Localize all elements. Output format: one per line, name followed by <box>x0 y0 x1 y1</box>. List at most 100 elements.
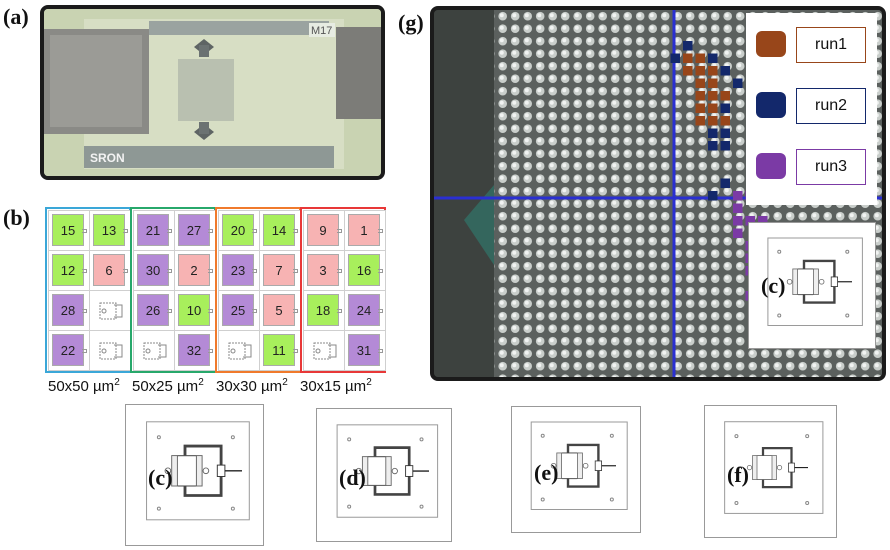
pixel-cell: 15 <box>48 210 90 251</box>
run3-pixel-marker <box>745 216 755 226</box>
run1-pixel-marker <box>695 78 705 88</box>
group-size-label: 30x15 µm2 <box>300 377 372 395</box>
bond-stub <box>208 349 213 353</box>
pixel-cell: 22 <box>48 330 90 371</box>
panel-label-f: (f) <box>727 461 749 487</box>
bond-stub <box>82 269 87 273</box>
pixel-number: 5 <box>263 294 295 326</box>
pixel-number: 12 <box>52 254 84 286</box>
device-drawing-c: (c) <box>125 404 264 546</box>
legend-swatch <box>756 92 786 118</box>
pixel-number: 16 <box>348 254 380 286</box>
run1-pixel-marker <box>695 66 705 76</box>
pixel-number: 11 <box>263 334 295 366</box>
run3-pixel-marker <box>733 203 743 213</box>
pixel-number: 23 <box>222 254 254 286</box>
device-outline-icon <box>99 342 123 360</box>
sron-logo-text: SRON <box>90 151 125 165</box>
pixel-group-4: 9 1 3 16 18 24 31 <box>300 207 386 373</box>
tes-device-icon <box>767 237 863 326</box>
chip-mark-text: M17 <box>311 25 332 37</box>
run2-pixel-marker <box>683 41 693 51</box>
pixel-cell: 3 <box>303 250 345 291</box>
device-drawing-f: (f) <box>704 405 837 538</box>
pixel-number: 27 <box>178 214 210 246</box>
pixel-number: 3 <box>307 254 339 286</box>
pixel-cell: 30 <box>133 250 175 291</box>
pixel-number: 9 <box>307 214 339 246</box>
bond-stub <box>208 229 213 233</box>
run3-pixel-marker <box>733 191 743 201</box>
legend-swatch <box>756 153 786 179</box>
run2-pixel-marker <box>708 53 718 63</box>
group-size-text: 50x50 µm <box>48 378 115 395</box>
legend-item-run3: run3 <box>756 149 871 185</box>
run1-pixel-marker <box>695 103 705 113</box>
chip-pixel-array <box>178 59 234 121</box>
pixel-cell: 32 <box>174 330 216 371</box>
run1-pixel-marker <box>708 66 718 76</box>
panel-label-b: (b) <box>3 205 30 230</box>
chip-photo-drawing: M17 SRON <box>44 9 381 176</box>
bond-stub <box>123 229 128 233</box>
pixel-cell: 1 <box>344 210 386 251</box>
bond-stub <box>378 269 383 273</box>
run1-pixel-marker <box>708 103 718 113</box>
bond-stub <box>378 229 383 233</box>
pixel-cell: 31 <box>344 330 386 371</box>
pixel-cell: 10 <box>174 290 216 331</box>
pixel-group-1: 15 13 12 6 28 22 <box>45 207 131 373</box>
run2-pixel-marker <box>733 78 743 88</box>
group-size-exponent: 2 <box>282 377 288 388</box>
bond-stub <box>378 349 383 353</box>
pixel-number: 13 <box>93 214 125 246</box>
chip-photo: M17 SRON <box>40 5 385 180</box>
pixel-number: 2 <box>178 254 210 286</box>
pixel-cell: 5 <box>259 290 301 331</box>
run2-pixel-marker <box>708 191 718 201</box>
pixel-cell: 12 <box>48 250 90 291</box>
pixel-cell: 26 <box>133 290 175 331</box>
group-size-label: 50x25 µm2 <box>132 377 204 395</box>
pixel-cell: 21 <box>133 210 175 251</box>
pixel-cell <box>218 330 260 371</box>
bond-stub <box>123 269 128 273</box>
run2-pixel-marker <box>670 53 680 63</box>
bond-stub <box>82 349 87 353</box>
tes-device-icon <box>336 424 439 518</box>
run2-pixel-marker <box>720 178 730 188</box>
pixel-number: 18 <box>307 294 339 326</box>
bond-stub <box>167 309 172 313</box>
pixel-cell <box>89 290 131 331</box>
group-size-exponent: 2 <box>114 377 120 388</box>
pixel-number: 25 <box>222 294 254 326</box>
bond-stub <box>208 269 213 273</box>
pixel-number: 1 <box>348 214 380 246</box>
run1-pixel-marker <box>695 91 705 101</box>
group-size-exponent: 2 <box>198 377 204 388</box>
legend-item-run1: run1 <box>756 27 871 63</box>
pixel-number: 30 <box>137 254 169 286</box>
tes-device-icon <box>530 421 628 510</box>
pixel-number: 7 <box>263 254 295 286</box>
panel-label-c: (c) <box>148 464 173 490</box>
run1-pixel-marker <box>708 116 718 126</box>
panel-label-d: (d) <box>339 465 366 491</box>
bond-stub <box>82 309 87 313</box>
bond-stub <box>167 269 172 273</box>
bond-stub <box>293 269 298 273</box>
device-drawing-d: (d) <box>316 408 452 542</box>
run2-pixel-marker <box>720 103 730 113</box>
pixel-number: 28 <box>52 294 84 326</box>
legend-label: run2 <box>796 88 866 124</box>
legend-label: run3 <box>796 149 866 185</box>
bond-stub <box>167 229 172 233</box>
group-size-text: 50x25 µm <box>132 378 199 395</box>
runs-legend: run1 run2 run3 <box>746 13 877 205</box>
pixel-number: 31 <box>348 334 380 366</box>
pixel-cell: 2 <box>174 250 216 291</box>
run2-pixel-marker <box>720 128 730 138</box>
run3-pixel-marker <box>733 228 743 238</box>
pixel-number: 24 <box>348 294 380 326</box>
group-size-label: 30x30 µm2 <box>216 377 288 395</box>
